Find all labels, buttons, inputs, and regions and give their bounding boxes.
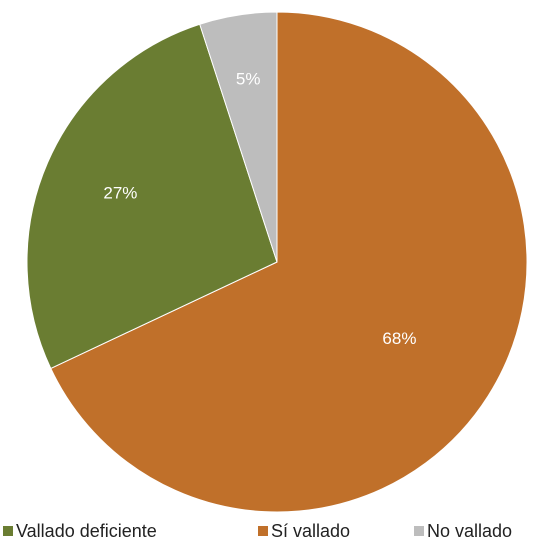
legend-swatch: [414, 526, 424, 536]
legend-swatch: [3, 526, 13, 536]
pie-slice: [50, 11, 528, 513]
legend-label: No vallado: [427, 521, 512, 541]
data-label: 68%: [382, 329, 416, 348]
pie-slice: [26, 23, 278, 370]
data-label: 27%: [103, 184, 137, 203]
legend-label: Sí vallado: [271, 521, 350, 541]
legend-label: Vallado deficiente: [16, 521, 157, 541]
data-label: 5%: [236, 69, 261, 88]
legend-swatch: [258, 526, 268, 536]
pie-slice: [199, 11, 278, 263]
